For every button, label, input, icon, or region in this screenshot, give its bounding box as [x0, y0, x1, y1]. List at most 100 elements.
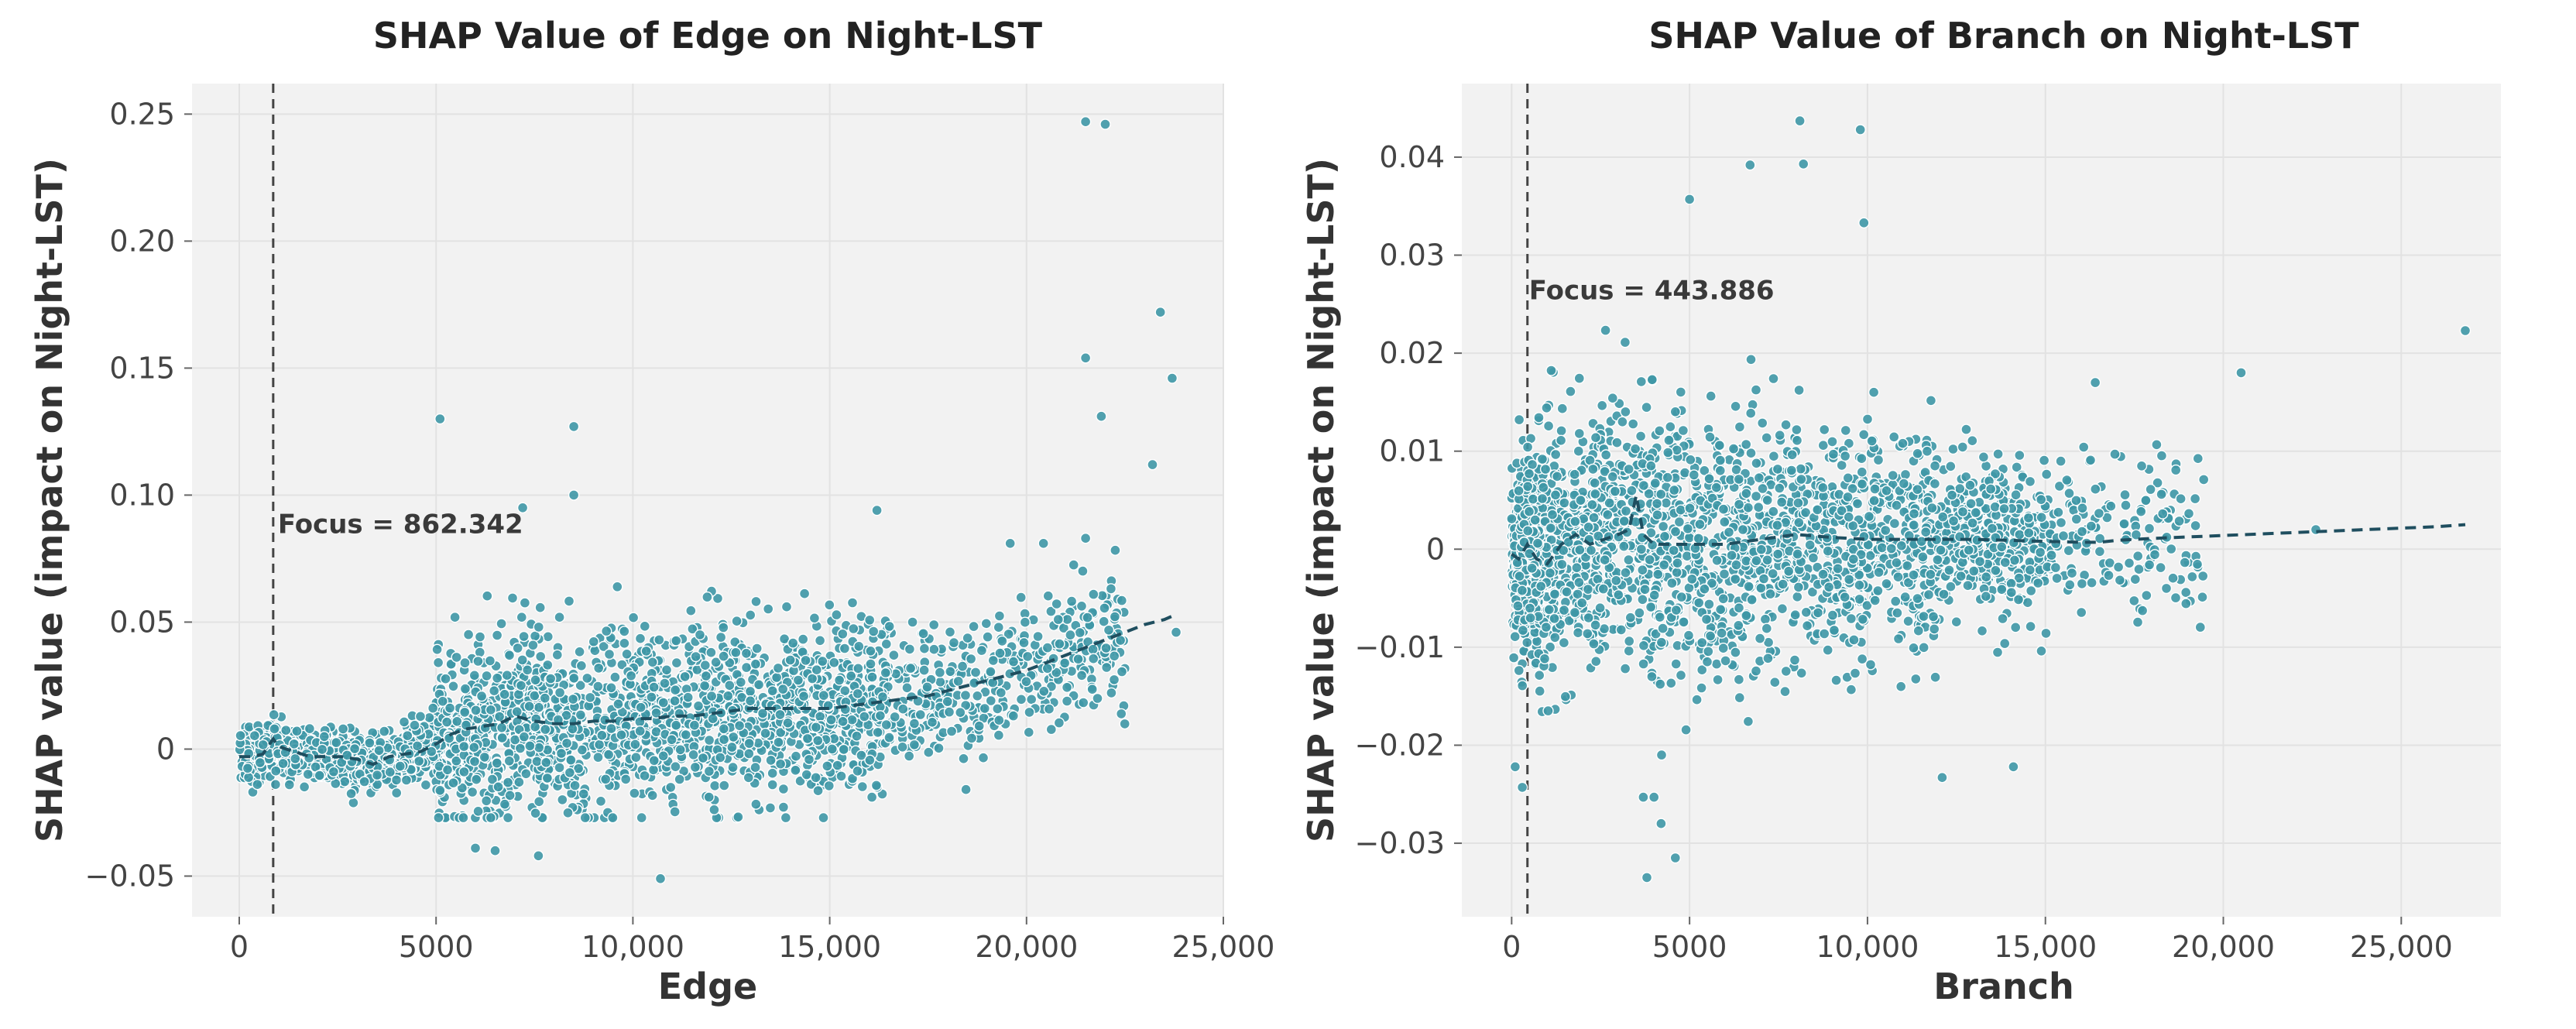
data-point [502, 777, 514, 788]
data-point [520, 768, 532, 780]
data-point [680, 729, 691, 741]
data-point [743, 748, 755, 760]
data-point [2077, 441, 2090, 453]
data-point [402, 730, 413, 742]
data-point [1761, 494, 1773, 506]
data-point [866, 671, 878, 683]
data-point [1513, 413, 1525, 426]
data-point [1968, 565, 1980, 577]
data-point [1015, 694, 1027, 705]
data-point [596, 729, 608, 741]
data-point [2133, 564, 2145, 575]
data-point [620, 773, 632, 785]
data-point [1075, 600, 1088, 612]
data-point [767, 779, 778, 791]
data-point [883, 620, 895, 633]
data-point [1626, 485, 1638, 496]
data-point [565, 754, 577, 766]
data-point [777, 783, 790, 795]
y-tick-label: 0.25 [109, 97, 175, 131]
data-point [773, 736, 784, 748]
data-point [784, 654, 796, 666]
data-point [1888, 517, 1901, 530]
data-point [1634, 430, 1647, 442]
data-point [348, 797, 359, 809]
data-point [993, 729, 1005, 741]
data-point [669, 695, 681, 707]
x-tick-label: 15,000 [778, 930, 881, 964]
data-point [242, 763, 254, 774]
data-point [1099, 602, 1110, 614]
data-point [1106, 687, 1117, 699]
data-point [485, 811, 497, 824]
data-point [621, 648, 633, 660]
data-point [254, 756, 266, 769]
data-point [1700, 613, 1713, 626]
data-point [660, 664, 673, 676]
data-point [1889, 595, 1902, 607]
data-point [1590, 656, 1602, 667]
edge-shap-panel: 0 5000 10,000 15,000 20,000 25,000−0.0500.050… [29, 15, 1274, 1007]
data-point [629, 787, 640, 799]
data-point [982, 631, 993, 643]
data-point [578, 788, 589, 800]
data-point [298, 781, 310, 793]
data-point [593, 662, 605, 674]
data-point [519, 597, 531, 609]
data-point [648, 681, 660, 693]
data-point [808, 612, 821, 624]
data-point [928, 643, 940, 655]
data-point [1720, 655, 1731, 667]
data-point [1019, 616, 1031, 628]
data-point [469, 842, 482, 854]
data-point [966, 732, 978, 744]
data-point [269, 779, 282, 791]
data-point [848, 623, 859, 635]
data-point [1945, 461, 1957, 472]
data-point [798, 588, 811, 599]
data-point [485, 704, 497, 715]
data-point [958, 753, 969, 764]
data-point [818, 689, 830, 701]
data-point [1041, 642, 1054, 653]
data-point [1912, 625, 1925, 636]
data-point [1849, 667, 1861, 679]
data-point [973, 720, 985, 732]
data-point [760, 727, 771, 739]
data-point [635, 701, 647, 713]
data-point [735, 676, 746, 688]
data-point [1654, 678, 1666, 690]
data-point [883, 732, 895, 743]
data-point [1587, 463, 1599, 475]
data-point [647, 657, 658, 668]
data-point [2103, 569, 2115, 581]
data-point [427, 702, 439, 714]
data-point [605, 682, 617, 694]
data-point [671, 657, 683, 669]
data-point [2128, 595, 2140, 607]
data-point [1023, 726, 1035, 738]
data-point [1052, 613, 1065, 626]
data-point [2035, 494, 2047, 506]
data-point [504, 790, 516, 801]
data-point [897, 703, 909, 715]
data-point [1533, 670, 1545, 681]
data-point [718, 733, 730, 746]
data-point [290, 753, 301, 765]
data-point [826, 743, 839, 755]
data-point [474, 631, 486, 643]
data-point [458, 740, 470, 753]
x-tick-label: 0 [230, 930, 249, 964]
data-point [1908, 642, 1919, 653]
data-point [703, 734, 715, 746]
data-point [2038, 454, 2050, 466]
data-point [944, 626, 956, 638]
data-point [814, 635, 826, 647]
data-point [1680, 724, 1692, 736]
data-point [458, 766, 470, 778]
data-point [545, 673, 557, 684]
data-point [2156, 489, 2167, 500]
data-point [1075, 670, 1088, 681]
data-point [515, 680, 527, 691]
data-point [1573, 445, 1585, 457]
